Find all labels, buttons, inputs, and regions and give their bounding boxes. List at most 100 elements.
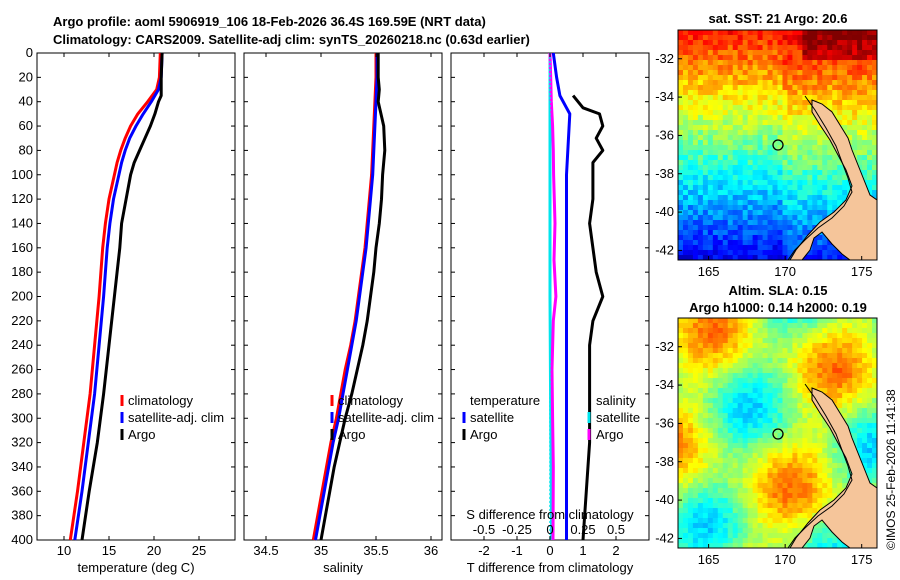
heat-cell [732, 115, 739, 121]
heat-cell [732, 155, 739, 161]
heat-cell [857, 95, 863, 101]
heat-cell [812, 323, 818, 329]
heat-cell [682, 483, 689, 489]
heat-cell [682, 80, 689, 86]
heat-cell [782, 358, 788, 364]
heat-cell [742, 160, 749, 166]
heat-cell [807, 538, 813, 544]
heat-cell [852, 35, 858, 41]
heat-cell [782, 45, 788, 51]
heat-cell [717, 463, 724, 469]
heat-cell [872, 438, 877, 444]
heat-cell [737, 220, 744, 226]
heat-cell [817, 443, 823, 449]
heat-cell [692, 383, 699, 389]
heat-cell [767, 328, 773, 334]
heat-cell [807, 478, 813, 484]
sst-bathymetry-contour [787, 95, 853, 260]
heat-cell [737, 543, 744, 548]
heat-cell [852, 105, 858, 111]
heat-cell [827, 165, 833, 171]
heat-cell [678, 95, 684, 101]
heat-cell [782, 175, 788, 181]
heat-cell [782, 220, 788, 226]
heat-cell [797, 483, 803, 489]
heat-cell [737, 448, 744, 454]
heat-cell [752, 453, 759, 459]
heat-cell [797, 65, 803, 71]
salinity-panel-frame [243, 52, 443, 541]
heat-cell [692, 418, 699, 424]
heat-cell [727, 155, 734, 161]
heat-cell [742, 503, 749, 509]
heat-cell [762, 40, 768, 46]
heat-cell [732, 220, 739, 226]
heat-cell [777, 240, 783, 246]
heat-cell [692, 498, 699, 504]
heat-cell [727, 120, 734, 126]
heat-cell [717, 393, 724, 399]
heat-cell [678, 210, 684, 216]
heat-cell [822, 383, 828, 389]
heat-cell [707, 245, 714, 251]
heat-cell [712, 250, 719, 256]
heat-cell [807, 220, 813, 226]
heat-cell [747, 230, 754, 236]
heat-cell [678, 225, 684, 231]
heat-cell [787, 508, 793, 514]
heat-cell [802, 185, 808, 191]
heat-cell [842, 195, 848, 201]
heat-cell [692, 170, 699, 176]
heat-cell [787, 443, 793, 449]
heat-cell [707, 110, 714, 116]
heat-cell [792, 368, 798, 374]
heat-cell [772, 75, 778, 81]
heat-cell [702, 408, 709, 414]
heat-cell [827, 383, 833, 389]
heat-cell [837, 85, 843, 91]
heat-cell [692, 533, 699, 539]
heat-cell [732, 100, 739, 106]
heat-cell [678, 115, 684, 121]
heat-cell [782, 463, 788, 469]
series-line-argo [80, 52, 164, 541]
heat-cell [777, 60, 783, 66]
heat-cell [802, 35, 808, 41]
heat-cell [787, 393, 793, 399]
heat-cell [872, 110, 877, 116]
heat-cell [682, 170, 689, 176]
heat-cell [797, 323, 803, 329]
heat-cell [712, 448, 719, 454]
heat-cell [692, 543, 699, 548]
heat-cell [722, 438, 729, 444]
heat-cell [857, 423, 863, 429]
heat-cell [817, 358, 823, 364]
heat-cell [812, 75, 818, 81]
heat-cell [712, 363, 719, 369]
heat-cell [707, 45, 714, 51]
heat-cell [767, 195, 773, 201]
heat-cell [792, 413, 798, 419]
heat-cell [722, 518, 729, 524]
heat-cell [712, 175, 719, 181]
heat-cell [767, 165, 773, 171]
heat-cell [842, 175, 848, 181]
heat-cell [857, 358, 863, 364]
heat-cell [787, 240, 793, 246]
heat-cell [732, 110, 739, 116]
heat-cell [782, 488, 788, 494]
heat-cell [767, 518, 773, 524]
heat-cell [767, 245, 773, 251]
heat-cell [752, 235, 759, 241]
heat-cell [687, 100, 694, 106]
heat-cell [707, 403, 714, 409]
heat-cell [732, 165, 739, 171]
heat-cell [867, 95, 873, 101]
heat-cell [742, 175, 749, 181]
heat-cell [732, 498, 739, 504]
heat-cell [707, 543, 714, 548]
heat-cell [872, 358, 877, 364]
heat-cell [827, 80, 833, 86]
heat-cell [742, 250, 749, 256]
heat-cell [762, 55, 768, 61]
